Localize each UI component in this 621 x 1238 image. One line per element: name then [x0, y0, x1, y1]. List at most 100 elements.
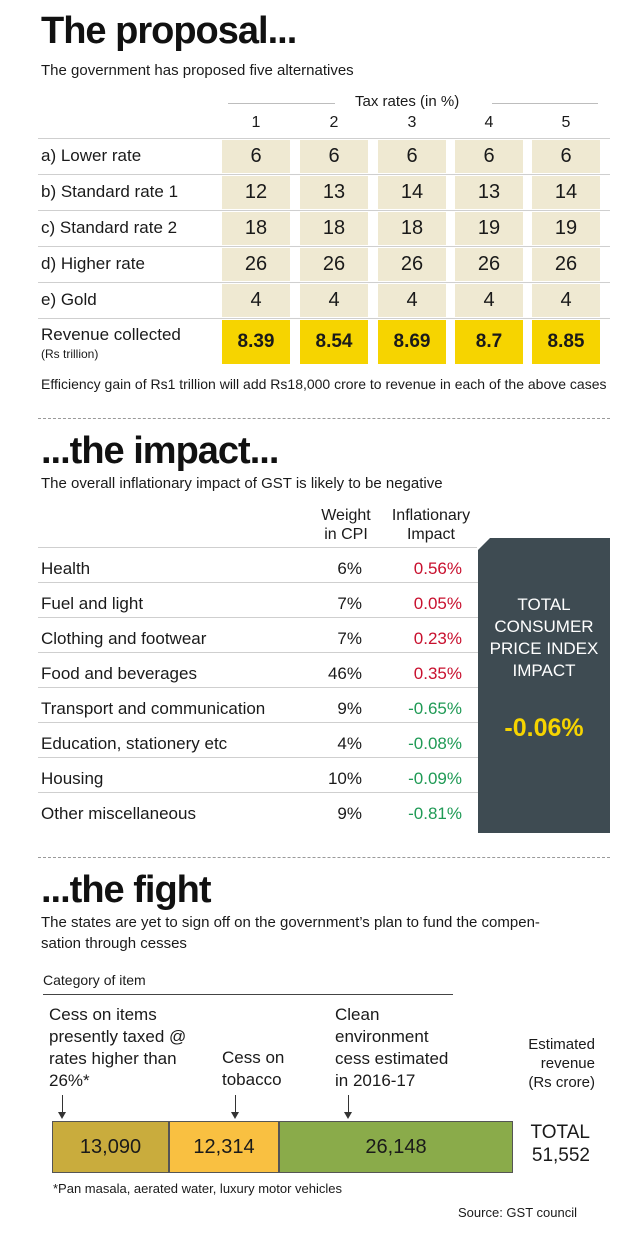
- rate-cell: 6: [300, 140, 368, 173]
- weight-header-line2: in CPI: [324, 526, 368, 543]
- cess-category-label-line: Clean: [335, 1005, 380, 1024]
- impact-header: Inflationary Impact: [384, 506, 478, 544]
- estimated-revenue-label: Estimated revenue (Rs crore): [528, 1036, 595, 1091]
- source-note: Source: GST council: [458, 1205, 577, 1220]
- inflation-impact-value: -0.81%: [408, 804, 462, 823]
- rate-cell: 26: [222, 248, 290, 281]
- impact-row-rule: [38, 792, 478, 793]
- cess-category-label-line: Cess on items: [49, 1005, 157, 1024]
- table-row-rule: [38, 246, 610, 247]
- inflation-impact-value: 0.05%: [413, 594, 462, 613]
- cess-category-label-line: presently taxed @: [49, 1027, 187, 1046]
- tax-row-label: e) Gold: [41, 290, 97, 309]
- rate-cell: 6: [222, 140, 290, 173]
- cess-category-label-line: environment: [335, 1027, 429, 1046]
- tax-header-rule-left: [228, 103, 335, 104]
- cess-category-label: Cess on items presently taxed @ rates high…: [49, 1004, 186, 1092]
- table-row-rule: [38, 318, 610, 319]
- inflation-impact-value: -0.08%: [408, 734, 462, 753]
- impact-row-rule: [38, 652, 478, 653]
- impact-row-label: Housing: [41, 769, 104, 788]
- tax-header-rule-right: [492, 103, 598, 104]
- tax-column-header: 1: [251, 114, 261, 131]
- table-row-rule: [38, 138, 610, 139]
- revenue-cell: 8.7: [455, 320, 523, 364]
- impact-row-label: Education, stationery etc: [41, 734, 228, 753]
- cpi-panel-label: TOTAL CONSUMER PRICE INDEX IMPACT: [489, 595, 599, 680]
- impact-row-rule: [38, 582, 478, 583]
- impact-header-line2: Impact: [406, 526, 455, 543]
- cess-category-label-line: rates higher than: [49, 1049, 177, 1068]
- cpi-weight-value: 7%: [337, 629, 362, 648]
- rate-cell: 26: [378, 248, 446, 281]
- impact-row-label: Food and beverages: [41, 664, 197, 683]
- table-row-rule: [38, 174, 610, 175]
- cpi-weight-value: 4%: [337, 734, 362, 753]
- fight-subtitle-2: sation through cesses: [41, 935, 187, 952]
- rate-cell: 26: [455, 248, 523, 281]
- cess-bar-segment: 26,148: [279, 1121, 513, 1173]
- revenue-cell: 8.39: [222, 320, 290, 364]
- tax-row-label: c) Standard rate 2: [41, 218, 178, 237]
- rate-cell: 13: [455, 176, 523, 209]
- revenue-cell: 8.69: [378, 320, 446, 364]
- tax-row-label: b) Standard rate 1: [41, 182, 179, 201]
- cess-category-label: Clean environment cess estimated in 2016-17: [335, 1004, 448, 1092]
- table-row-rule: [38, 282, 610, 283]
- cpi-weight-value: 9%: [337, 804, 362, 823]
- rate-cell: 13: [300, 176, 368, 209]
- rate-cell: 14: [532, 176, 600, 209]
- tax-row-sublabel: (Rs trillion): [41, 347, 99, 361]
- proposal-title: The proposal...: [41, 10, 297, 52]
- inflation-impact-value: 0.35%: [413, 664, 462, 683]
- cpi-weight-value: 6%: [337, 559, 362, 578]
- weight-header-line1: Weight: [321, 507, 371, 524]
- cpi-panel-value: -0.06%: [504, 714, 584, 742]
- impact-row-rule: [38, 687, 478, 688]
- cess-bar-segment: 12,314: [169, 1121, 279, 1173]
- impact-row-rule: [38, 757, 478, 758]
- impact-title: ...the impact...: [41, 430, 279, 472]
- section-divider-2: [38, 857, 610, 858]
- rate-cell: 6: [532, 140, 600, 173]
- cess-category-label-line: in 2016-17: [335, 1071, 416, 1090]
- tax-row-label: d) Higher rate: [41, 254, 145, 273]
- tax-rates-header: Tax rates (in %): [355, 93, 460, 110]
- rate-cell: 19: [455, 212, 523, 245]
- cpi-impact-panel: TOTAL CONSUMER PRICE INDEX IMPACT -0.06%: [477, 537, 610, 833]
- rate-cell: 14: [378, 176, 446, 209]
- rate-cell: 4: [455, 284, 523, 317]
- inflation-impact-value: 0.56%: [413, 559, 462, 578]
- proposal-subtitle: The government has proposed five alterna…: [41, 62, 354, 79]
- revenue-cell: 8.54: [300, 320, 368, 364]
- cpi-weight-value: 46%: [327, 664, 362, 683]
- rate-cell: 4: [532, 284, 600, 317]
- cess-pointer-arrow: [344, 1095, 352, 1119]
- rate-cell: 12: [222, 176, 290, 209]
- cess-category-label-line: 26%*: [49, 1071, 90, 1090]
- cpi-weight-value: 7%: [337, 594, 362, 613]
- tax-column-header: 5: [561, 114, 571, 131]
- impact-row-rule: [38, 722, 478, 723]
- weight-header: Weight in CPI: [308, 506, 384, 544]
- efficiency-footnote: Efficiency gain of Rs1 trillion will add…: [41, 376, 607, 392]
- rate-cell: 26: [532, 248, 600, 281]
- cess-category-label-line: Cess on: [222, 1048, 285, 1067]
- impact-row-label: Other miscellaneous: [41, 804, 196, 823]
- inflation-impact-value: 0.23%: [413, 629, 462, 648]
- tax-column-header: 3: [407, 114, 417, 131]
- category-rule: [43, 994, 453, 995]
- revenue-cell: 8.85: [532, 320, 600, 364]
- rate-cell: 4: [222, 284, 290, 317]
- tax-column-header: 2: [329, 114, 339, 131]
- impact-row-rule: [38, 547, 478, 548]
- cess-pointer-arrow: [58, 1095, 66, 1119]
- impact-row-label: Fuel and light: [41, 594, 144, 613]
- total-label: TOTAL: [530, 1122, 590, 1143]
- category-label: Category of item: [43, 972, 146, 988]
- rate-cell: 26: [300, 248, 368, 281]
- impact-row-label: Transport and communication: [41, 699, 266, 718]
- inflation-impact-value: -0.09%: [408, 769, 462, 788]
- rate-cell: 4: [378, 284, 446, 317]
- cess-category-label-line: tobacco: [222, 1070, 282, 1089]
